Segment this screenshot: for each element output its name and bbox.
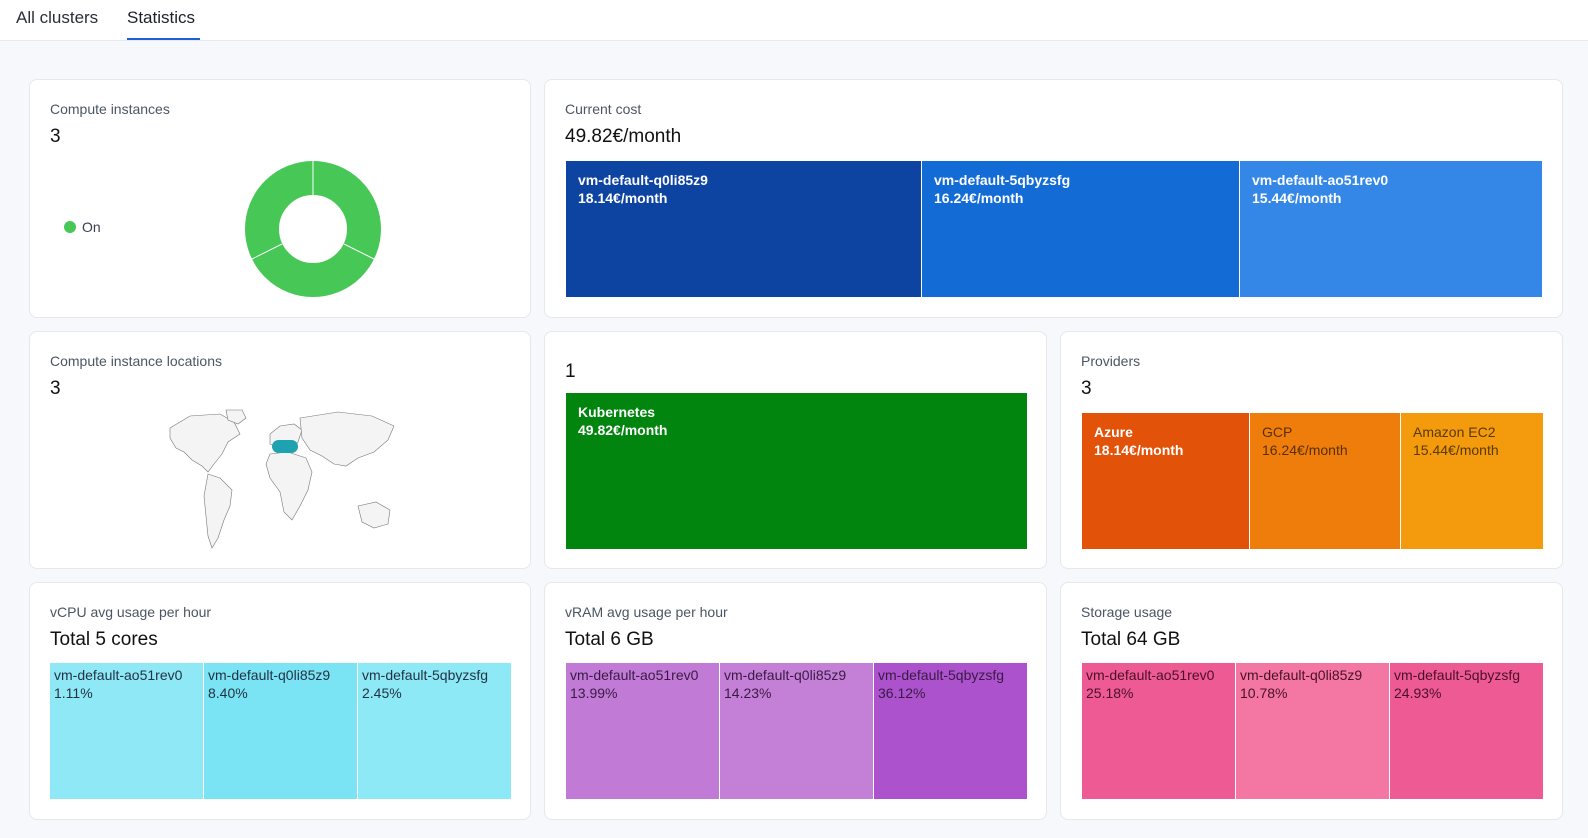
tile-pct: 10.78% xyxy=(1240,685,1288,701)
cluster-types-card: 1 Kubernetes 49.82€/month xyxy=(544,331,1047,569)
card-value: Total 64 GB xyxy=(1081,629,1181,650)
cost-tile[interactable]: vm-default-ao51rev0 15.44€/month xyxy=(1240,161,1542,297)
card-label: Compute instance locations xyxy=(50,353,222,369)
tile-name: Azure xyxy=(1094,424,1133,440)
card-value: 3 xyxy=(50,126,61,147)
cost-tile[interactable]: vm-default-q0li85z9 18.14€/month xyxy=(566,161,921,297)
card-label: vCPU avg usage per hour xyxy=(50,604,212,620)
tile-cost: 16.24€/month xyxy=(934,190,1024,206)
tile-name: vm-default-5qbyzsfg xyxy=(362,667,489,683)
tile-pct: 14.23% xyxy=(724,685,772,701)
tile-pct: 25.18% xyxy=(1086,685,1134,701)
card-label: vRAM avg usage per hour xyxy=(565,604,728,620)
tile-pct: 13.99% xyxy=(570,685,618,701)
provider-tile-amazon-ec2[interactable]: Amazon EC2 15.44€/month xyxy=(1401,413,1543,549)
tile-pct: 8.40% xyxy=(208,685,248,701)
asia-shape xyxy=(299,411,395,467)
current-cost-card: Current cost 49.82€/month vm-default-q0l… xyxy=(544,79,1563,318)
vcpu-tile[interactable]: vm-default-5qbyzsfg 2.45% xyxy=(358,663,511,799)
tile-pct: 2.45% xyxy=(362,685,402,701)
tile-name: vm-default-q0li85z9 xyxy=(578,172,708,188)
legend-dot-icon xyxy=(64,221,76,233)
tile-cost: 18.14€/month xyxy=(1094,442,1184,458)
storage-tile[interactable]: vm-default-5qbyzsfg 24.93% xyxy=(1390,663,1543,799)
tile-name: vm-default-q0li85z9 xyxy=(724,667,847,683)
card-value: 49.82€/month xyxy=(565,126,682,147)
vcpu-tile[interactable]: vm-default-q0li85z9 8.40% xyxy=(204,663,357,799)
donut-chart xyxy=(245,161,381,297)
tile-name: GCP xyxy=(1262,424,1293,440)
vram-tile[interactable]: vm-default-5qbyzsfg 36.12% xyxy=(874,663,1027,799)
card-value: Total 6 GB xyxy=(565,629,654,650)
tile-name: vm-default-5qbyzsfg xyxy=(878,667,1005,683)
africa-shape xyxy=(265,451,313,521)
tile-name: vm-default-ao51rev0 xyxy=(1086,667,1215,683)
chart-legend: On xyxy=(64,219,101,235)
tile-pct: 36.12% xyxy=(878,685,926,701)
vram-usage-card: vRAM avg usage per hour Total 6 GB vm-de… xyxy=(544,582,1047,820)
card-value: Total 5 cores xyxy=(50,629,158,650)
card-value: 1 xyxy=(565,361,576,382)
card-value: 3 xyxy=(1081,378,1092,399)
vcpu-usage-card: vCPU avg usage per hour Total 5 cores vm… xyxy=(29,582,531,820)
providers-card: Providers 3 Azure 18.14€/month GCP 16.24… xyxy=(1060,331,1563,569)
legend-label: On xyxy=(82,219,101,235)
tab-all-clusters[interactable]: All clusters xyxy=(16,8,99,27)
vcpu-tile[interactable]: vm-default-ao51rev0 1.11% xyxy=(50,663,203,799)
world-map xyxy=(169,409,395,549)
tile-name: Amazon EC2 xyxy=(1413,424,1496,440)
compute-instances-card: Compute instances 3 On xyxy=(29,79,531,318)
card-label: Current cost xyxy=(565,101,642,117)
tile-name: vm-default-5qbyzsfg xyxy=(934,172,1071,188)
tile-name: vm-default-ao51rev0 xyxy=(1252,172,1389,188)
australia-shape xyxy=(357,501,391,529)
tile-name: vm-default-q0li85z9 xyxy=(1240,667,1363,683)
north-america-shape xyxy=(169,413,241,473)
card-label: Providers xyxy=(1081,353,1141,369)
card-label: Compute instances xyxy=(50,101,170,117)
tile-pct: 1.11% xyxy=(54,685,93,701)
tile-pct: 24.93% xyxy=(1394,685,1442,701)
tile-name: vm-default-5qbyzsfg xyxy=(1394,667,1521,683)
storage-usage-card: Storage usage Total 64 GB vm-default-ao5… xyxy=(1060,582,1563,820)
card-value: 3 xyxy=(50,378,61,399)
tile-name: vm-default-ao51rev0 xyxy=(570,667,699,683)
tile-cost: 15.44€/month xyxy=(1413,442,1499,458)
tile-cost: 49.82€/month xyxy=(578,422,668,438)
card-label: Storage usage xyxy=(1081,604,1173,620)
storage-tile[interactable]: vm-default-ao51rev0 25.18% xyxy=(1082,663,1235,799)
tab-statistics[interactable]: Statistics xyxy=(127,8,196,27)
vram-tile[interactable]: vm-default-q0li85z9 14.23% xyxy=(720,663,873,799)
locations-card: Compute instance locations 3 xyxy=(29,331,531,569)
tile-cost: 18.14€/month xyxy=(578,190,668,206)
storage-tile[interactable]: vm-default-q0li85z9 10.78% xyxy=(1236,663,1389,799)
tile-cost: 15.44€/month xyxy=(1252,190,1342,206)
active-tab-indicator xyxy=(127,38,200,40)
top-tab-bar: All clusters Statistics xyxy=(0,0,1588,41)
tile-cost: 16.24€/month xyxy=(1262,442,1348,458)
tile-name: vm-default-ao51rev0 xyxy=(54,667,183,683)
tile-name: Kubernetes xyxy=(578,404,656,420)
tile-name: vm-default-q0li85z9 xyxy=(208,667,331,683)
provider-tile-azure[interactable]: Azure 18.14€/month xyxy=(1082,413,1249,549)
cluster-type-tile[interactable]: Kubernetes 49.82€/month xyxy=(566,393,1027,549)
location-cluster-marker[interactable] xyxy=(272,440,298,453)
vram-tile[interactable]: vm-default-ao51rev0 13.99% xyxy=(566,663,719,799)
south-america-shape xyxy=(203,473,233,549)
greenland-shape xyxy=(225,409,247,425)
cost-tile[interactable]: vm-default-5qbyzsfg 16.24€/month xyxy=(922,161,1239,297)
provider-tile-gcp[interactable]: GCP 16.24€/month xyxy=(1250,413,1400,549)
